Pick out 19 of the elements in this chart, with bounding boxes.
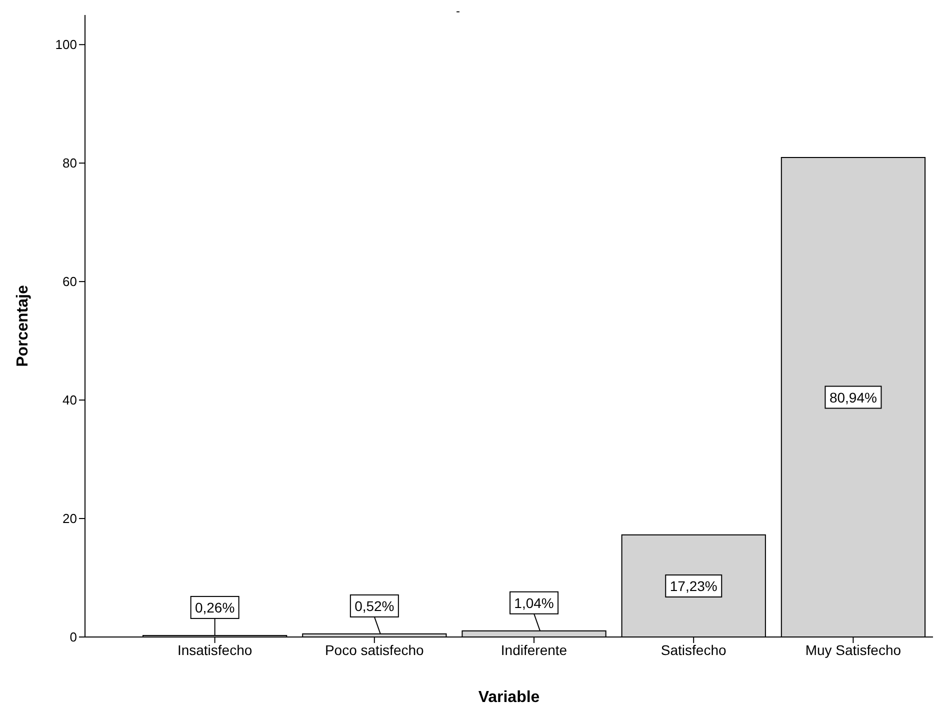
x-tick-label: Insatisfecho [177, 642, 252, 658]
x-axis-title: Variable [478, 689, 540, 706]
y-tick-label: 100 [55, 37, 77, 52]
x-tick-label: Satisfecho [660, 642, 726, 658]
y-tick-label: 20 [62, 511, 77, 526]
data-label: 17,23% [670, 578, 718, 594]
data-label: 1,04% [514, 594, 554, 611]
y-tick-label: 0 [70, 630, 77, 645]
y-tick-label: 80 [62, 156, 77, 171]
y-tick-label: 60 [62, 274, 77, 290]
chart-title: - [455, 4, 461, 18]
x-tick-label: Indiferente [500, 642, 568, 658]
x-tick-label: Muy Satisfecho [805, 642, 902, 658]
data-label: 80,94% [829, 389, 877, 406]
y-tick-label: 40 [62, 392, 77, 408]
x-tick-label: Poco satisfecho [324, 642, 424, 658]
data-label: 0,52% [354, 598, 394, 614]
data-label: 0,26% [194, 599, 235, 616]
y-axis-title: Porcentaje [14, 284, 32, 367]
